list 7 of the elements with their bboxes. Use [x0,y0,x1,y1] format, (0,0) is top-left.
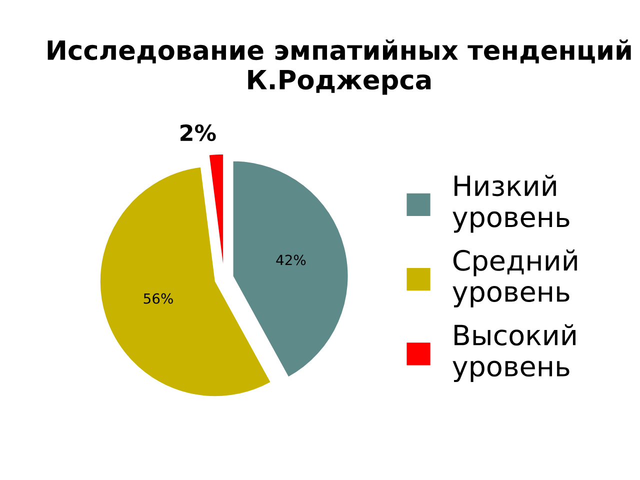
legend-label: Низкий уровень [452,174,570,233]
data-label: 2% [180,124,216,142]
data-label: 42% [276,254,306,266]
data-label: 56% [144,293,173,304]
legend-label: Средний уровень [452,250,577,308]
chart-title: Исследование эмпатийных тенденций К.Роджерса [48,40,631,95]
legend-label: Высокий уровень [452,324,576,382]
